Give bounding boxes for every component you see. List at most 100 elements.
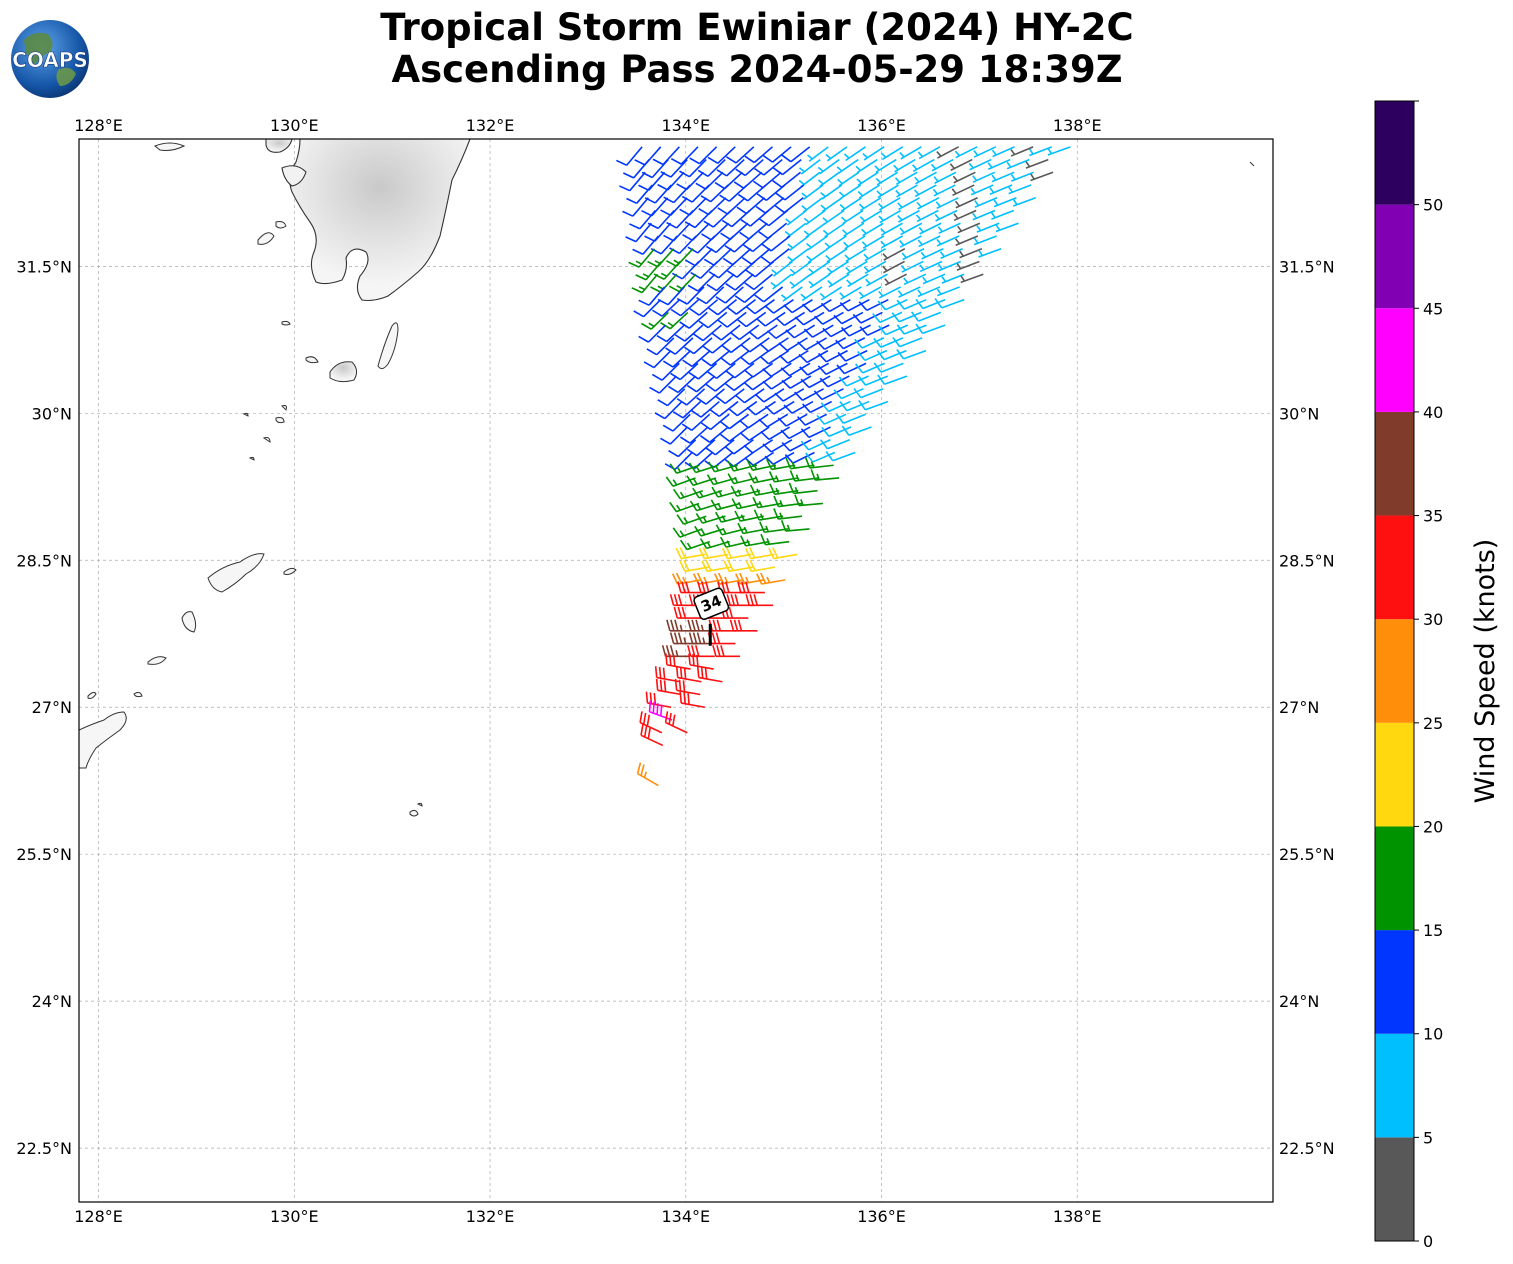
wind-barb [698,311,728,329]
wind-barb [780,286,803,302]
wind-barb [674,324,704,342]
wind-barb [787,248,810,264]
wind-barb [896,298,927,310]
wind-barb [749,484,780,497]
wind-barb [759,521,789,534]
wind-barb [891,311,922,323]
wind-barb [640,723,664,747]
colorbar-bin [1375,826,1414,931]
wind-barb [662,413,691,432]
wind-barb [689,299,719,316]
wind-barb [686,475,717,487]
wind-barb [800,439,831,451]
wind-barb [670,299,700,317]
wind-barb [724,375,754,392]
wind-barb [623,159,650,179]
wind-barb [880,146,904,161]
wind-barb [882,260,905,274]
wind-barb [920,248,944,260]
wind-barb [972,209,996,221]
wind-barb [673,606,702,619]
wind-barb [783,400,814,414]
wind-barb [820,400,851,413]
wind-barb [799,362,830,376]
wind-barb [721,209,751,228]
wind-barb [821,426,852,438]
wind-barb [687,645,715,658]
wind-barb [833,388,864,400]
wind-barb [780,362,811,377]
lat-tick-label-left: 27°N [32,698,72,717]
wind-barb [766,324,797,340]
wind-barb [807,146,829,162]
wind-barb [876,184,899,199]
wind-barb [957,222,981,234]
wind-barb [762,146,792,163]
wind-barb [696,666,723,683]
wind-barb [800,286,823,302]
colorbar-tick-label: 10 [1423,1025,1443,1044]
wind-barb [740,209,770,227]
wind-barb [638,324,667,343]
wind-barb [838,375,869,387]
wind-barb [894,171,918,186]
wind-barb [1047,146,1071,156]
wind-barb [900,260,924,273]
wind-barb [878,286,902,299]
wind-barb [656,324,685,343]
wind-barb [956,260,980,271]
wind-barb [914,171,937,185]
wind-barb [693,324,722,342]
wind-barb [708,299,738,316]
wind-barb [932,184,956,197]
colorbar-tick-label: 15 [1423,921,1443,940]
wind-barb [825,146,848,162]
wind-barb [744,451,775,467]
lat-tick-label-right: 31.5°N [1279,257,1335,276]
wind-barb [758,413,789,428]
lat-tick-label-left: 25.5°N [16,845,72,864]
wind-barb [903,273,927,286]
wind-barb [863,260,887,274]
wind-barb [691,400,720,418]
wind-barb [734,510,764,522]
wind-barb [651,362,680,381]
title-line-1: Tropical Storm Ewiniar (2024) HY-2C [380,6,1133,49]
wind-barb [687,273,716,292]
wind-barb [970,184,994,196]
wind-barb [899,235,922,248]
wind-barb [670,146,699,165]
wind-barb [846,273,869,288]
yakushima [329,361,358,383]
wind-barb [857,184,880,199]
wind-barb [699,426,729,443]
wind-barb [633,299,662,318]
wind-barb [737,581,765,594]
lon-tick-label-top: 128°E [74,116,123,135]
wind-barb [937,222,961,235]
wind-barb [710,499,741,511]
map-background [79,139,1273,1202]
lon-tick-label-top: 130°E [270,116,319,135]
wind-barb [810,469,840,481]
wind-barb [775,311,806,327]
wind-barb [817,362,848,376]
wind-barb [882,248,906,261]
wind-barb [727,460,758,472]
wind-barb [715,388,745,405]
wind-barb [880,222,903,236]
wind-barb [960,273,984,284]
wind-barb [949,158,973,171]
wind-barb [893,158,916,173]
wind-barb [976,222,1000,233]
wind-barb [875,171,899,186]
wind-barb [744,273,774,291]
wind-barb [955,235,979,246]
wind-barb [877,374,908,386]
wind-barb [841,425,872,436]
colorbar-label: Wind Speed (knots) [1470,539,1501,804]
wind-barb [665,653,691,670]
wind-barb [974,197,998,208]
lon-tick-label-top: 138°E [1053,116,1102,135]
kyushu-west-coast [265,139,293,153]
